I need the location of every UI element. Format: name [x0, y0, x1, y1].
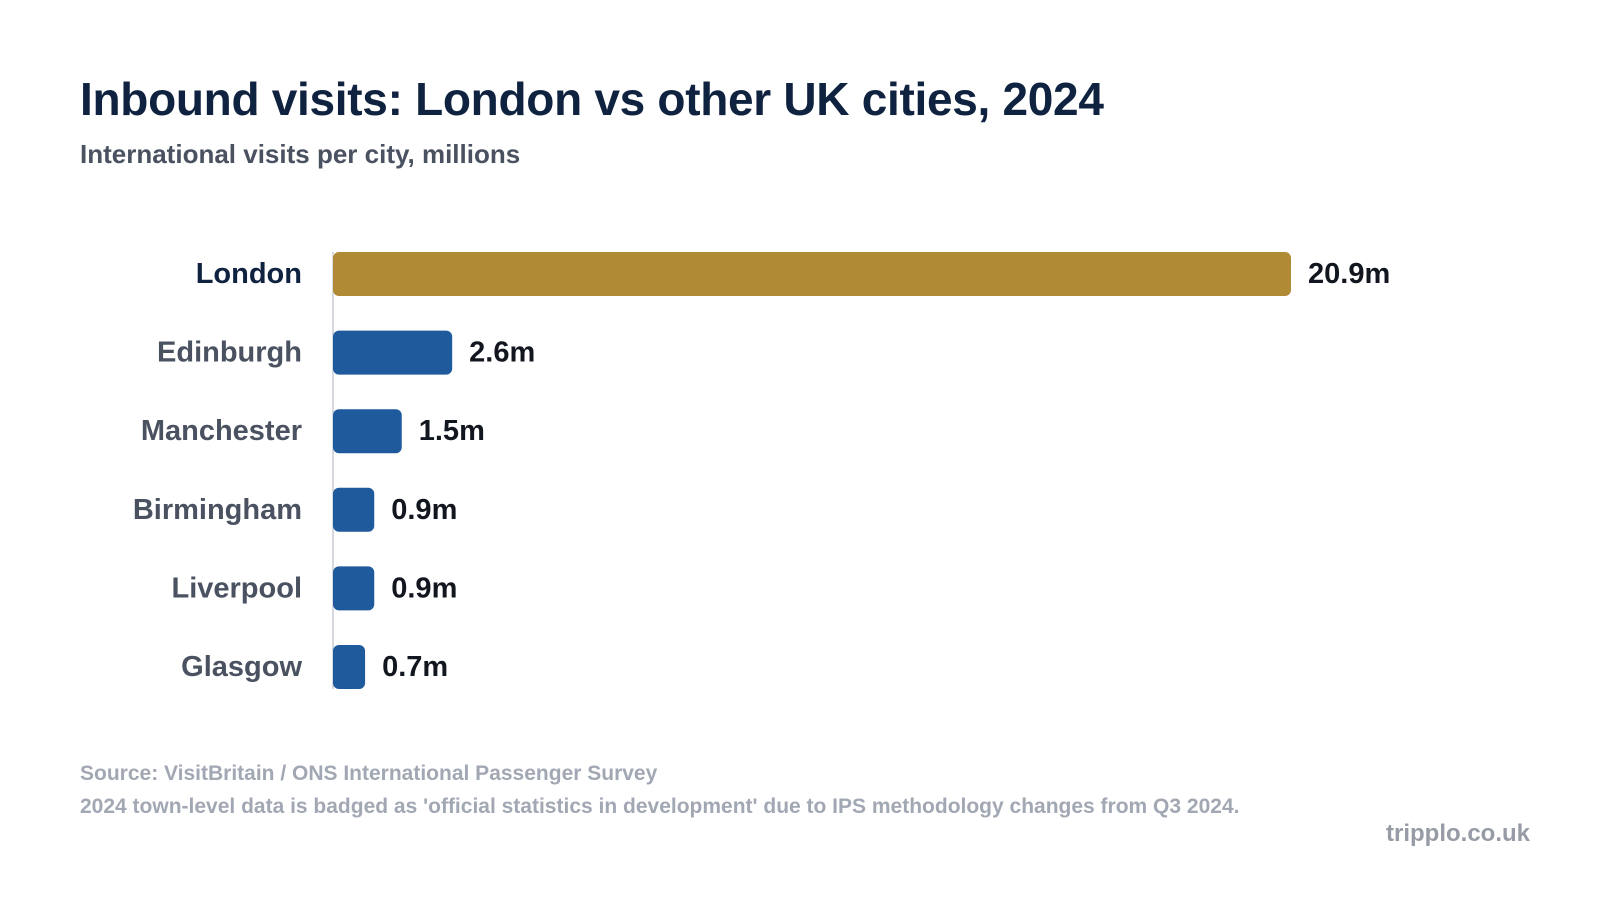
value-label-manchester: 1.5m	[419, 415, 485, 447]
chart-title: Inbound visits: London vs other UK citie…	[80, 73, 1104, 125]
category-label-birmingham: Birmingham	[133, 494, 302, 526]
value-label-birmingham: 0.9m	[391, 494, 457, 526]
bar-liverpool[interactable]	[333, 566, 375, 611]
category-label-london: London	[196, 258, 302, 290]
bar-edinburgh[interactable]	[333, 330, 453, 375]
category-label-manchester: Manchester	[141, 415, 302, 447]
chart-subtitle: International visits per city, millions	[80, 139, 521, 169]
bar-birmingham[interactable]	[333, 487, 375, 532]
category-label-glasgow: Glasgow	[181, 651, 302, 683]
bar-london[interactable]	[333, 252, 1291, 296]
category-label-liverpool: Liverpool	[171, 572, 302, 604]
category-label-edinburgh: Edinburgh	[157, 337, 302, 369]
brand-link[interactable]: tripplo.co.uk	[1386, 820, 1530, 847]
value-label-liverpool: 0.9m	[391, 572, 457, 604]
methodology-note: 2024 town-level data is badged as 'offic…	[80, 795, 1240, 818]
value-label-london: 20.9m	[1308, 258, 1390, 290]
bar-manchester[interactable]	[333, 409, 402, 454]
source-note: Source: VisitBritain / ONS International…	[80, 762, 658, 785]
value-label-edinburgh: 2.6m	[469, 337, 535, 369]
bar-glasgow[interactable]	[333, 645, 366, 689]
value-label-glasgow: 0.7m	[382, 651, 448, 683]
